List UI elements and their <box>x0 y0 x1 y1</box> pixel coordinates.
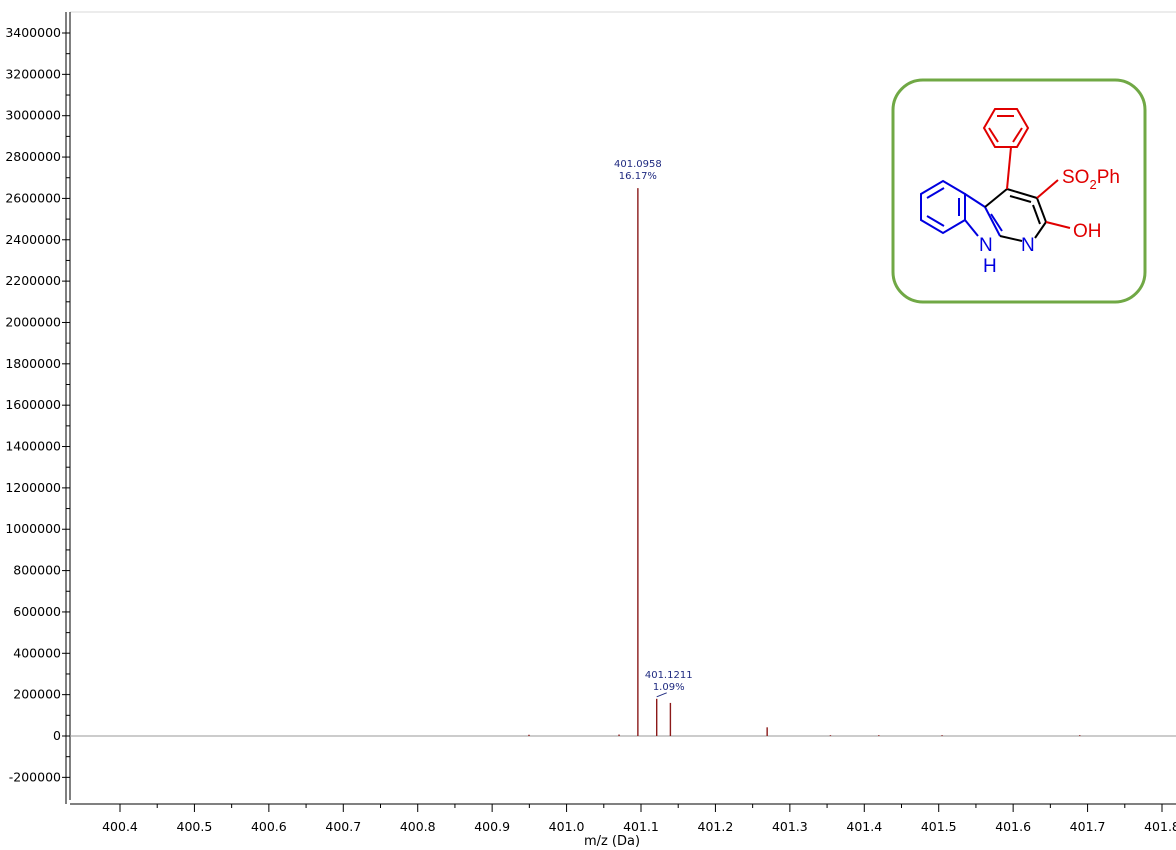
x-tick-label: 401.5 <box>921 819 957 834</box>
pyridine-bonds <box>984 188 1047 242</box>
y-tick-label: 1400000 <box>5 439 61 454</box>
y-tick-label: 400000 <box>13 645 61 660</box>
y-tick-label: 600000 <box>13 604 61 619</box>
pyridine-double-bond <box>1009 195 1032 203</box>
y-tick-label: 3000000 <box>5 108 61 123</box>
x-tick-label: 400.7 <box>325 819 361 834</box>
y-tick-label: 800000 <box>13 563 61 578</box>
x-tick-label: 401.7 <box>1070 819 1106 834</box>
annotation-leader <box>656 692 667 698</box>
sulfonyl-bond <box>1036 179 1059 199</box>
phenyl-ring <box>982 108 1030 190</box>
x-tick-label: 400.5 <box>177 819 213 834</box>
peak-mz-label: 401.0958 <box>614 159 662 170</box>
y-tick-label: 2600000 <box>5 190 61 205</box>
y-tick-label: 3200000 <box>5 66 61 81</box>
peak-percent-label: 16.17% <box>619 171 657 182</box>
inset-frame <box>891 78 1147 304</box>
y-axis-ticks: 3400000 3200000 3000000 2800000 2600000 24000… <box>5 25 70 784</box>
peak-percent-label: 1.09% <box>653 682 685 693</box>
y-tick-label: 200000 <box>13 687 61 702</box>
indole-n-label: N <box>979 235 993 256</box>
y-tick-label: -200000 <box>9 769 61 784</box>
pyridine-n-label: N <box>1021 235 1035 256</box>
x-tick-label: 400.8 <box>400 819 436 834</box>
ring-fusion-double-bond <box>990 213 1003 232</box>
y-tick-label: 3400000 <box>5 25 61 40</box>
x-tick-label: 400.4 <box>102 819 138 834</box>
y-tick-label: 2800000 <box>5 149 61 164</box>
y-tick-label: 2000000 <box>5 314 61 329</box>
x-tick-label: 401.4 <box>846 819 882 834</box>
indole-h-label: H <box>983 256 997 277</box>
x-tick-label: 400.6 <box>251 819 287 834</box>
x-axis-ticks: 400.4 400.5 400.6 400.7 400.8 400.9 401.0 401.1… <box>102 804 1176 834</box>
hydroxyl-bond <box>1045 221 1071 229</box>
x-tick-label: 401.6 <box>995 819 1031 834</box>
y-tick-label: 2200000 <box>5 273 61 288</box>
x-tick-label: 401.8 <box>1144 819 1176 834</box>
x-tick-label: 401.1 <box>623 819 659 834</box>
y-tick-label: 2400000 <box>5 232 61 247</box>
indole-benzene-ring <box>920 179 966 235</box>
hydroxyl-label: OH <box>1073 221 1102 242</box>
sulfonyl-label: SO2Ph <box>1062 167 1120 192</box>
x-tick-label: 400.9 <box>474 819 510 834</box>
y-tick-label: 1000000 <box>5 521 61 536</box>
x-tick-label: 401.3 <box>772 819 808 834</box>
y-tick-label: 0 <box>53 728 61 743</box>
peak-mz-label: 401.1211 <box>645 670 693 681</box>
spectrum-peaks <box>528 188 1081 736</box>
pyrrole-bonds <box>964 193 1001 237</box>
y-tick-label: 1200000 <box>5 480 61 495</box>
y-tick-label: 1800000 <box>5 356 61 371</box>
x-tick-label: 401.2 <box>698 819 734 834</box>
y-tick-label: 1600000 <box>5 397 61 412</box>
structure-inset: SO2Ph OH N N H <box>891 78 1147 304</box>
x-tick-label: 401.0 <box>549 819 585 834</box>
x-axis-label: m/z (Da) <box>584 834 640 849</box>
